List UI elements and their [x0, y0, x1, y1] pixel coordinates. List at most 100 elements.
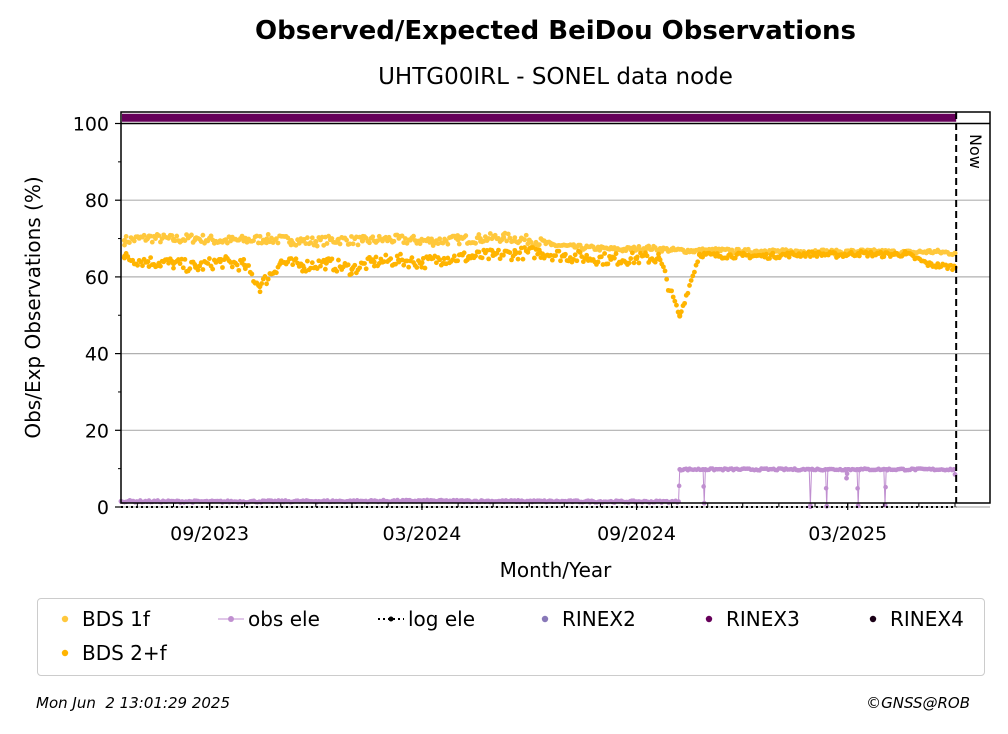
data-point [334, 268, 340, 274]
data-point [148, 255, 154, 260]
y-tick-label: 60 [85, 267, 109, 289]
data-point [298, 261, 304, 267]
data-point [344, 237, 349, 243]
data-point [825, 467, 831, 472]
data-point [141, 232, 147, 238]
footer-timestamp: Mon Jun 2 13:01:29 2025 [36, 694, 230, 712]
legend-label: obs ele [248, 607, 320, 631]
data-point [574, 258, 580, 264]
series-bds-1f [121, 230, 958, 258]
data-point [398, 251, 403, 257]
data-point [195, 267, 201, 273]
data-point [357, 265, 363, 271]
data-point [687, 283, 692, 288]
chart-title: Observed/Expected BeiDou Observations [255, 16, 856, 46]
data-point [634, 254, 640, 260]
data-point [809, 467, 814, 472]
data-point [156, 233, 162, 239]
data-point [337, 241, 343, 247]
legend-marker [860, 609, 886, 629]
data-point [257, 289, 263, 295]
data-point [692, 269, 697, 275]
data-point [144, 259, 150, 265]
data-point [318, 263, 323, 269]
data-point [257, 233, 263, 239]
data-point [437, 257, 443, 263]
data-point [505, 231, 511, 237]
data-point [595, 259, 601, 265]
data-point [832, 250, 838, 256]
legend: BDS 1f obs ele log ele RINEX2 RINEX3 RINEX4 BD… [37, 598, 985, 676]
data-point [314, 243, 320, 249]
data-point [249, 271, 255, 277]
data-point [674, 302, 679, 308]
data-point [690, 273, 696, 279]
data-point [629, 250, 635, 256]
legend-marker [378, 609, 404, 629]
y-tick-label: 20 [85, 420, 109, 442]
data-point [644, 253, 650, 259]
data-point [476, 249, 482, 255]
data-point [662, 268, 668, 274]
data-point [461, 250, 467, 256]
series-rinex3-band [122, 113, 957, 122]
data-point [205, 261, 211, 266]
data-point [535, 251, 541, 257]
data-point [220, 265, 225, 270]
data-point [262, 274, 268, 279]
data-point [200, 267, 206, 272]
data-point [313, 239, 318, 245]
data-point [951, 467, 957, 472]
data-point [414, 265, 420, 270]
data-point [657, 257, 663, 263]
data-point [264, 281, 269, 287]
legend-item-rinex4: RINEX4 [860, 607, 964, 631]
data-point [399, 233, 405, 239]
data-point [409, 255, 415, 261]
data-point [823, 486, 829, 491]
data-point [856, 467, 862, 472]
data-point [273, 270, 279, 276]
data-point [520, 256, 526, 262]
data-point [241, 257, 247, 262]
data-point [189, 232, 194, 238]
data-point [229, 264, 235, 270]
data-point [180, 265, 186, 271]
data-point [293, 256, 299, 262]
data-point [522, 237, 527, 243]
data-point [236, 267, 242, 273]
data-point [370, 257, 376, 263]
data-point [265, 232, 271, 237]
data-point [664, 276, 670, 282]
data-point [517, 250, 523, 256]
data-point [417, 241, 423, 247]
data-point [324, 241, 330, 246]
legend-item-bds-2-f: BDS 2+f [52, 641, 167, 665]
data-point [309, 260, 315, 266]
legend-label: RINEX4 [890, 607, 964, 631]
y-tick-label: 40 [85, 344, 109, 366]
y-tick-label: 80 [85, 190, 109, 212]
data-point [352, 262, 358, 268]
data-point [391, 238, 397, 244]
data-point [670, 294, 676, 300]
data-point [636, 244, 642, 249]
data-point [290, 262, 296, 268]
legend-marker [696, 609, 722, 629]
data-point [701, 484, 706, 489]
data-point [349, 271, 354, 277]
data-point [814, 254, 820, 259]
data-point [383, 252, 389, 258]
data-point [736, 246, 741, 252]
data-point [309, 235, 315, 241]
data-point [496, 247, 501, 253]
data-point [422, 265, 428, 271]
data-point [628, 256, 634, 261]
data-point [367, 240, 372, 246]
legend-label: log ele [408, 607, 476, 631]
data-point [605, 261, 611, 267]
data-point [411, 233, 416, 239]
data-point [883, 467, 889, 472]
data-point [878, 249, 883, 255]
legend-marker [52, 643, 78, 663]
